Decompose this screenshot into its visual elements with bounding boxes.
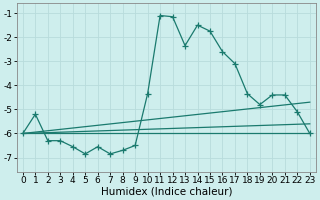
X-axis label: Humidex (Indice chaleur): Humidex (Indice chaleur) xyxy=(100,187,232,197)
